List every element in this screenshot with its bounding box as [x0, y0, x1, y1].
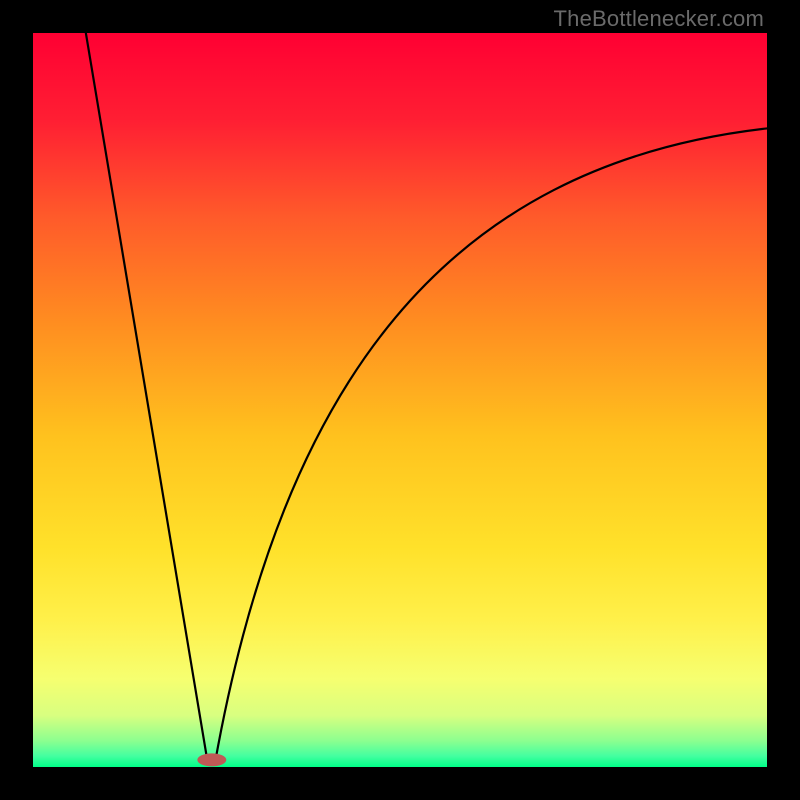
plot-area	[33, 33, 767, 767]
curve-right-arc	[215, 128, 767, 762]
bottleneck-curve	[33, 33, 767, 767]
chart-frame: TheBottlenecker.com	[0, 0, 800, 800]
watermark-text: TheBottlenecker.com	[554, 6, 764, 32]
curve-left-line	[86, 33, 208, 763]
